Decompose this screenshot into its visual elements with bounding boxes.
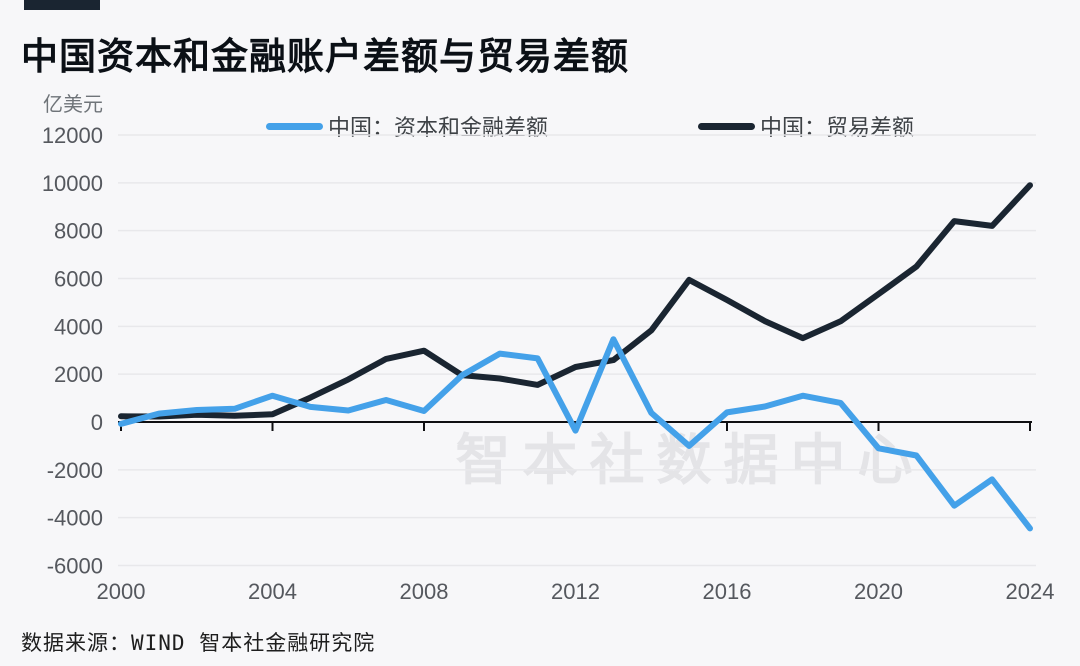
chart-legend: 中国：资本和金融差额 中国：贸易差额 bbox=[0, 110, 1080, 140]
trade-balance-line bbox=[118, 182, 1033, 420]
y-axis-label-6000: 6000 bbox=[54, 267, 103, 292]
trade-line-swatch-icon bbox=[698, 122, 755, 130]
x-axis-label-2020: 2020 bbox=[854, 579, 903, 604]
y-axis-unit-label: 亿美元 bbox=[43, 94, 103, 116]
y-axis-label--4000: -4000 bbox=[47, 506, 103, 531]
x-axis-label-2012: 2012 bbox=[551, 579, 600, 604]
x-axis-label-2024: 2024 bbox=[1006, 579, 1055, 604]
capital-line-swatch-icon bbox=[266, 122, 323, 130]
page-title: 中国资本和金融账户差额与贸易差额 bbox=[21, 36, 629, 77]
x-axis-label-2016: 2016 bbox=[703, 579, 752, 604]
y-axis-label--2000: -2000 bbox=[47, 458, 103, 483]
y-axis-label--6000: -6000 bbox=[47, 553, 103, 578]
x-axis-label-2004: 2004 bbox=[248, 579, 297, 604]
y-axis-label-10000: 10000 bbox=[42, 171, 103, 196]
capital-financial-line bbox=[118, 336, 1033, 532]
legend-label-trade: 中国：贸易差额 bbox=[760, 115, 915, 140]
y-axis-label-12000: 12000 bbox=[42, 123, 103, 148]
x-axis-label-2000: 2000 bbox=[97, 579, 146, 604]
y-axis-label-0: 0 bbox=[91, 410, 103, 435]
legend-item-capital: 中国：资本和金融差额 bbox=[266, 110, 548, 142]
x-axis-label-2008: 2008 bbox=[400, 579, 449, 604]
y-axis-label-8000: 8000 bbox=[54, 219, 103, 244]
brand-accent-bar bbox=[24, 0, 100, 10]
source-note: 数据来源：WIND 智本社金融研究院 bbox=[21, 631, 376, 655]
legend-label-capital: 中国：资本和金融差额 bbox=[328, 115, 549, 140]
y-axis-label-4000: 4000 bbox=[54, 314, 103, 339]
legend-item-trade: 中国：贸易差额 bbox=[698, 110, 914, 142]
y-axis-label-2000: 2000 bbox=[54, 362, 103, 387]
